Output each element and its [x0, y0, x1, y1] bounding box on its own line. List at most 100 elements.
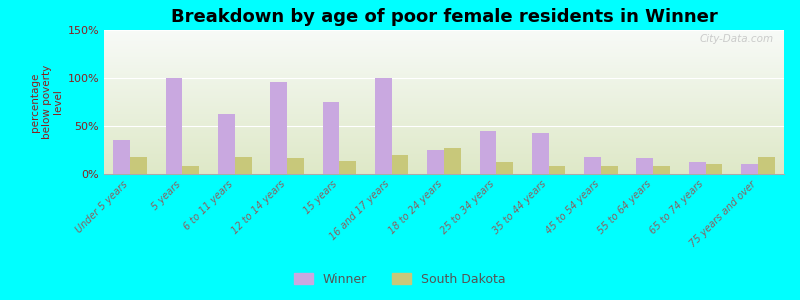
- Bar: [104, 149, 784, 150]
- Bar: [104, 164, 784, 165]
- Bar: [104, 108, 784, 109]
- Bar: [104, 118, 784, 119]
- Bar: [104, 120, 784, 121]
- Bar: [689, 161, 706, 174]
- Bar: [104, 73, 784, 74]
- Bar: [104, 35, 784, 36]
- Bar: [104, 112, 784, 113]
- Bar: [104, 137, 784, 138]
- Bar: [104, 96, 784, 97]
- Bar: [218, 113, 234, 174]
- Bar: [339, 160, 356, 174]
- Bar: [104, 80, 784, 81]
- Bar: [104, 77, 784, 78]
- Bar: [104, 53, 784, 54]
- Bar: [104, 153, 784, 154]
- Bar: [104, 127, 784, 128]
- Bar: [104, 121, 784, 122]
- Bar: [104, 66, 784, 67]
- Bar: [104, 47, 784, 48]
- Bar: [104, 68, 784, 69]
- Bar: [104, 70, 784, 71]
- Bar: [104, 38, 784, 39]
- Bar: [270, 82, 287, 174]
- Bar: [104, 107, 784, 108]
- Bar: [104, 101, 784, 102]
- Bar: [496, 161, 513, 174]
- Bar: [104, 136, 784, 137]
- Bar: [104, 88, 784, 89]
- Bar: [104, 135, 784, 136]
- Bar: [104, 169, 784, 170]
- Bar: [104, 69, 784, 70]
- Bar: [104, 110, 784, 111]
- Bar: [427, 150, 444, 174]
- Bar: [104, 59, 784, 60]
- Bar: [104, 147, 784, 148]
- Bar: [104, 126, 784, 127]
- Bar: [104, 170, 784, 171]
- Bar: [104, 151, 784, 152]
- Bar: [104, 140, 784, 141]
- Bar: [104, 86, 784, 87]
- Bar: [104, 163, 784, 164]
- Bar: [104, 58, 784, 59]
- Bar: [104, 142, 784, 143]
- Title: Breakdown by age of poor female residents in Winner: Breakdown by age of poor female resident…: [170, 8, 718, 26]
- Bar: [584, 157, 601, 174]
- Bar: [104, 87, 784, 88]
- Bar: [706, 164, 722, 174]
- Bar: [114, 140, 130, 174]
- Bar: [104, 94, 784, 95]
- Bar: [104, 161, 784, 162]
- Bar: [104, 166, 784, 167]
- Bar: [104, 134, 784, 135]
- Bar: [104, 40, 784, 41]
- Bar: [104, 143, 784, 144]
- Bar: [637, 158, 654, 174]
- Bar: [104, 172, 784, 173]
- Bar: [104, 100, 784, 101]
- Bar: [182, 166, 199, 174]
- Bar: [104, 61, 784, 62]
- Bar: [104, 46, 784, 47]
- Bar: [104, 122, 784, 123]
- Bar: [104, 65, 784, 66]
- Bar: [104, 31, 784, 32]
- Y-axis label: percentage
below poverty
level: percentage below poverty level: [30, 65, 63, 139]
- Bar: [104, 49, 784, 50]
- Bar: [375, 78, 392, 174]
- Bar: [104, 72, 784, 73]
- Bar: [104, 162, 784, 163]
- Bar: [104, 67, 784, 68]
- Bar: [104, 71, 784, 72]
- Bar: [104, 146, 784, 147]
- Bar: [104, 157, 784, 158]
- Bar: [104, 102, 784, 103]
- Bar: [104, 145, 784, 146]
- Bar: [104, 92, 784, 93]
- Bar: [104, 75, 784, 76]
- Bar: [104, 173, 784, 174]
- Bar: [104, 155, 784, 156]
- Bar: [104, 60, 784, 61]
- Bar: [104, 89, 784, 90]
- Bar: [104, 158, 784, 159]
- Bar: [104, 141, 784, 142]
- Bar: [104, 123, 784, 124]
- Bar: [104, 138, 784, 139]
- Bar: [104, 156, 784, 157]
- Bar: [104, 76, 784, 77]
- Bar: [104, 41, 784, 42]
- Bar: [104, 84, 784, 85]
- Bar: [104, 85, 784, 86]
- Bar: [104, 98, 784, 99]
- Bar: [104, 39, 784, 40]
- Bar: [104, 119, 784, 120]
- Bar: [104, 48, 784, 49]
- Bar: [104, 34, 784, 35]
- Bar: [741, 164, 758, 174]
- Bar: [104, 125, 784, 126]
- Bar: [104, 50, 784, 51]
- Bar: [532, 133, 549, 174]
